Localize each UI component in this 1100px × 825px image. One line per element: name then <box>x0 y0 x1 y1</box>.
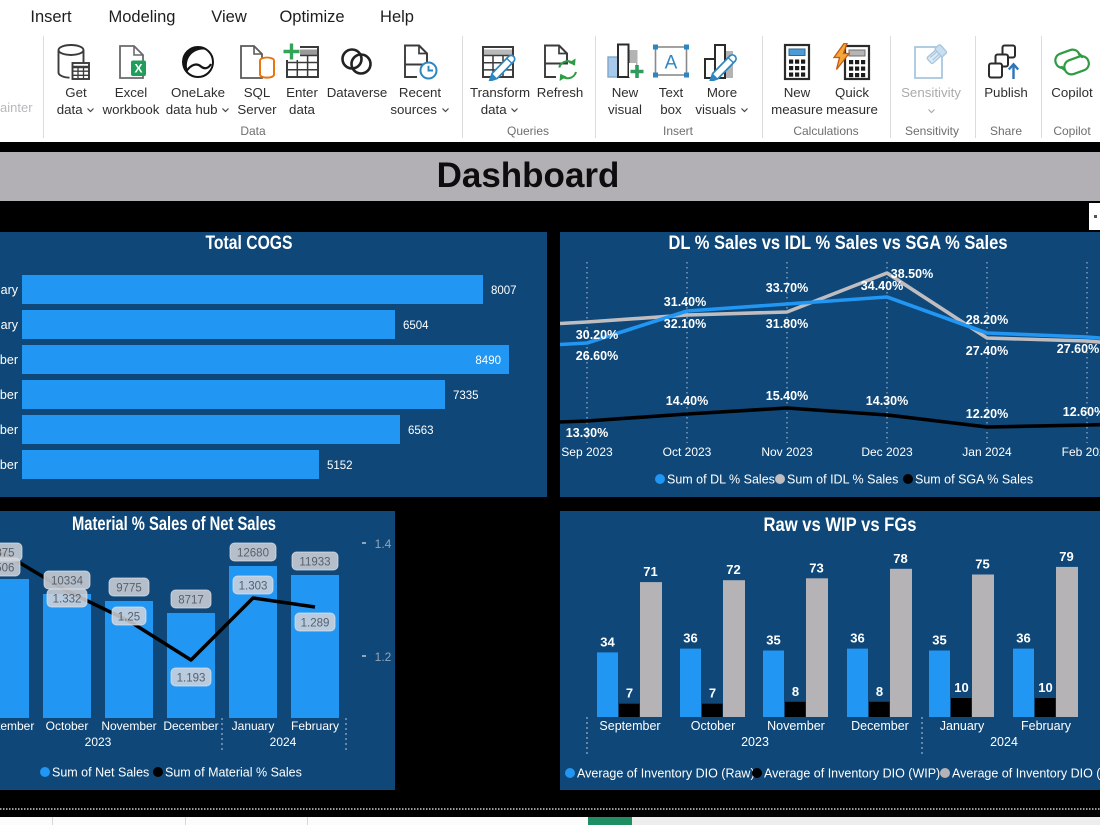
svg-text:26.60%: 26.60% <box>576 349 618 363</box>
svg-text:November: November <box>101 719 156 733</box>
svg-text:75: 75 <box>975 557 989 572</box>
svg-text:34.40%: 34.40% <box>861 279 903 293</box>
svg-text:1.193: 1.193 <box>177 673 206 685</box>
svg-text:7335: 7335 <box>453 390 479 402</box>
svg-text:September: September <box>0 719 34 733</box>
svg-text:October: October <box>0 423 18 437</box>
svg-text:Average of Inventory DIO (Raw): Average of Inventory DIO (Raw) <box>577 767 755 781</box>
svg-text:36: 36 <box>1016 631 1030 646</box>
svg-text:2024: 2024 <box>270 735 297 749</box>
svg-text:38.50%: 38.50% <box>891 267 933 281</box>
svg-text:35: 35 <box>932 633 946 648</box>
svg-text:Jan 2024: Jan 2024 <box>962 445 1012 459</box>
svg-text:10: 10 <box>954 680 968 695</box>
svg-text:October: October <box>46 719 89 733</box>
svg-text:January: January <box>232 719 275 733</box>
svg-text:14.30%: 14.30% <box>866 394 908 408</box>
svg-text:1.506: 1.506 <box>0 563 14 575</box>
svg-text:Total COGS: Total COGS <box>206 233 293 254</box>
svg-text:Average of Inventory DIO (FGs): Average of Inventory DIO (FGs) <box>952 767 1100 781</box>
svg-text:36: 36 <box>683 631 697 646</box>
svg-text:11375: 11375 <box>0 548 15 560</box>
svg-text:X: X <box>134 62 142 76</box>
svg-text:79: 79 <box>1059 549 1073 564</box>
svg-text:2023: 2023 <box>741 735 769 749</box>
svg-text:Sep 2023: Sep 2023 <box>561 445 613 459</box>
svg-text:7: 7 <box>709 686 716 701</box>
svg-text:36: 36 <box>850 631 864 646</box>
svg-text:DL % Sales vs IDL % Sales vs S: DL % Sales vs IDL % Sales vs SGA % Sales <box>669 233 1008 254</box>
svg-text:1.289: 1.289 <box>301 618 330 630</box>
svg-text:12.20%: 12.20% <box>966 407 1008 421</box>
svg-text:30.20%: 30.20% <box>576 328 618 342</box>
svg-text:Feb 2024: Feb 2024 <box>1062 445 1100 459</box>
svg-text:34: 34 <box>600 634 615 649</box>
svg-text:8490: 8490 <box>475 355 501 367</box>
svg-text:14.40%: 14.40% <box>666 394 708 408</box>
svg-text:1.25: 1.25 <box>118 612 140 624</box>
svg-text:Sum of Net Sales: Sum of Net Sales <box>52 766 149 780</box>
svg-text:Average of Inventory DIO (WIP): Average of Inventory DIO (WIP) <box>764 767 940 781</box>
svg-text:33.70%: 33.70% <box>766 281 808 295</box>
svg-text:5152: 5152 <box>327 460 353 472</box>
svg-text:1.332: 1.332 <box>53 594 82 606</box>
svg-text:September: September <box>599 719 660 733</box>
svg-text:27.40%: 27.40% <box>966 344 1008 358</box>
svg-text:13.30%: 13.30% <box>566 426 608 440</box>
svg-text:78: 78 <box>893 551 907 566</box>
svg-text:32.10%: 32.10% <box>664 317 706 331</box>
svg-text:October: October <box>691 719 735 733</box>
svg-text:27.60%: 27.60% <box>1057 342 1099 356</box>
svg-text:8: 8 <box>876 684 883 699</box>
svg-text:31.40%: 31.40% <box>664 295 706 309</box>
svg-text:12680: 12680 <box>237 548 269 560</box>
svg-text:10: 10 <box>1038 680 1052 695</box>
svg-text:1.4: 1.4 <box>375 537 392 551</box>
svg-text:73: 73 <box>809 560 823 575</box>
svg-text:January: January <box>0 318 19 332</box>
svg-text:8: 8 <box>792 684 799 699</box>
svg-text:71: 71 <box>643 564 657 579</box>
svg-text:35: 35 <box>766 633 780 648</box>
svg-text:Sum of DL % Sales: Sum of DL % Sales <box>667 473 775 487</box>
svg-text:7: 7 <box>626 686 633 701</box>
svg-text:2024: 2024 <box>990 735 1018 749</box>
svg-text:6563: 6563 <box>408 425 434 437</box>
svg-text:72: 72 <box>726 562 740 577</box>
svg-text:November: November <box>767 719 825 733</box>
svg-text:Dec 2023: Dec 2023 <box>861 445 913 459</box>
svg-text:September: September <box>0 458 18 472</box>
svg-text:15.40%: 15.40% <box>766 389 808 403</box>
svg-text:Sum of Material % Sales: Sum of Material % Sales <box>165 766 302 780</box>
svg-text:Material % Sales of Net Sales: Material % Sales of Net Sales <box>72 514 276 535</box>
svg-text:A: A <box>665 53 678 74</box>
svg-text:2023: 2023 <box>85 735 112 749</box>
svg-text:December: December <box>851 719 909 733</box>
svg-text:Raw vs WIP vs FGs: Raw vs WIP vs FGs <box>764 515 917 536</box>
svg-text:1.2: 1.2 <box>375 650 392 664</box>
svg-text:Nov 2023: Nov 2023 <box>761 445 813 459</box>
svg-text:February: February <box>1021 719 1072 733</box>
svg-text:11933: 11933 <box>299 557 330 569</box>
svg-text:February: February <box>0 283 19 297</box>
svg-text:28.20%: 28.20% <box>966 313 1008 327</box>
svg-text:November: November <box>0 388 18 402</box>
svg-text:8007: 8007 <box>491 285 517 297</box>
svg-text:31.80%: 31.80% <box>766 317 808 331</box>
svg-text:10334: 10334 <box>51 576 84 588</box>
svg-text:8717: 8717 <box>178 595 204 607</box>
svg-text:Oct 2023: Oct 2023 <box>663 445 712 459</box>
svg-text:6504: 6504 <box>403 320 429 332</box>
svg-text:12.60%: 12.60% <box>1063 405 1100 419</box>
svg-text:December: December <box>163 719 218 733</box>
svg-text:January: January <box>940 719 985 733</box>
svg-text:Sum of IDL % Sales: Sum of IDL % Sales <box>787 473 898 487</box>
svg-text:1.303: 1.303 <box>239 581 268 593</box>
svg-text:February: February <box>291 719 339 733</box>
svg-text:December: December <box>0 353 18 367</box>
svg-text:9775: 9775 <box>116 583 142 595</box>
svg-text:Sum of SGA % Sales: Sum of SGA % Sales <box>915 473 1033 487</box>
